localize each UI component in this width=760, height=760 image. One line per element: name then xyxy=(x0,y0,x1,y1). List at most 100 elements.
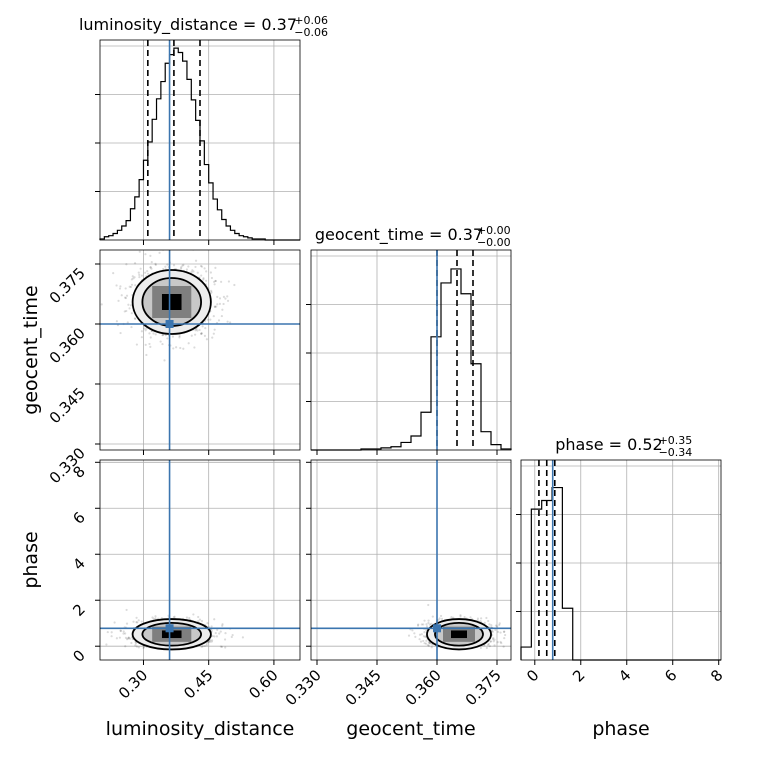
sample-point xyxy=(194,265,197,269)
sample-point xyxy=(483,621,486,624)
sample-point xyxy=(504,633,507,637)
sample-point xyxy=(192,613,195,616)
sample-point xyxy=(119,629,122,633)
sample-point xyxy=(222,302,225,306)
sample-point xyxy=(489,640,493,643)
sample-point xyxy=(127,636,130,639)
sample-point xyxy=(143,327,146,330)
sample-point xyxy=(133,317,137,320)
sample-point xyxy=(485,646,488,650)
sample-point xyxy=(459,614,462,617)
sample-point xyxy=(199,264,203,268)
sample-point xyxy=(492,637,495,640)
truth-marker xyxy=(165,320,174,328)
sample-point xyxy=(179,346,182,350)
sample-point xyxy=(206,318,209,321)
panel-luminosity_distance-phase xyxy=(99,459,301,661)
panel-frame xyxy=(310,459,512,661)
panel-title-geocent_time: geocent_time = 0.37 xyxy=(315,225,483,245)
sample-point xyxy=(190,271,193,274)
sample-point xyxy=(203,334,207,338)
sample-point xyxy=(196,271,199,274)
sample-point xyxy=(162,267,165,271)
sample-point xyxy=(128,637,132,640)
sample-point xyxy=(127,303,130,306)
sample-point xyxy=(166,263,169,266)
sample-point xyxy=(149,345,152,348)
sample-point xyxy=(148,342,151,346)
sample-point xyxy=(171,335,175,338)
sample-point xyxy=(154,617,157,620)
sample-point xyxy=(215,305,218,308)
sample-point xyxy=(206,622,209,625)
sample-point xyxy=(194,329,197,332)
sample-point xyxy=(130,283,134,286)
sample-point xyxy=(137,646,140,649)
y-tick-label: 6 xyxy=(69,508,88,527)
sample-point xyxy=(212,280,216,284)
sample-point xyxy=(241,636,245,639)
sample-point xyxy=(205,643,208,647)
sample-point xyxy=(129,304,133,307)
sample-point xyxy=(476,617,480,620)
density-cell xyxy=(451,630,467,639)
sample-point xyxy=(214,266,217,269)
sample-point xyxy=(200,332,203,335)
sample-point xyxy=(221,308,224,311)
sample-point xyxy=(152,617,155,620)
sample-point xyxy=(213,305,216,308)
sample-point xyxy=(494,624,498,627)
sample-point xyxy=(124,287,127,290)
sample-point xyxy=(437,618,440,621)
title-plus-error: +0.35 xyxy=(659,434,693,447)
sample-point xyxy=(124,296,127,299)
sample-point xyxy=(185,616,189,619)
sample-point xyxy=(181,264,184,267)
sample-point xyxy=(450,616,453,619)
panel-frame xyxy=(99,459,301,661)
sample-point xyxy=(210,625,213,628)
sample-point xyxy=(138,276,141,279)
sample-point xyxy=(172,347,175,350)
sample-point xyxy=(204,327,207,330)
sample-point xyxy=(207,625,210,628)
sample-point xyxy=(128,285,131,288)
sample-point xyxy=(463,615,466,619)
sample-point xyxy=(205,270,208,273)
sample-point xyxy=(135,621,138,624)
sample-point xyxy=(125,638,129,641)
sample-point xyxy=(119,331,122,335)
scatter-layer xyxy=(407,603,507,651)
y-tick-label: 0.360 xyxy=(46,324,89,367)
sample-point xyxy=(227,280,231,283)
sample-point xyxy=(144,329,147,332)
sample-point xyxy=(491,638,495,641)
sample-point xyxy=(425,639,428,642)
sample-point xyxy=(146,270,149,273)
sample-point xyxy=(200,645,203,648)
sample-point xyxy=(422,623,425,626)
sample-point xyxy=(187,265,190,268)
sample-point xyxy=(413,632,416,635)
sample-point xyxy=(503,630,506,633)
sample-point xyxy=(219,630,222,633)
sample-point xyxy=(223,638,227,641)
sample-point xyxy=(125,294,129,297)
sample-point xyxy=(210,289,213,292)
sample-point xyxy=(211,336,214,339)
panel-frame xyxy=(99,249,301,451)
sample-point xyxy=(179,267,183,270)
sample-point xyxy=(149,266,152,269)
sample-point xyxy=(489,640,492,643)
sample-point xyxy=(226,295,229,298)
sample-point xyxy=(210,276,214,280)
panel-title-phase: phase = 0.52 xyxy=(555,435,662,454)
hist-panel-phase xyxy=(516,459,722,661)
sample-point xyxy=(496,625,499,628)
sample-point xyxy=(214,631,217,635)
x-tick-label: 6 xyxy=(661,666,680,685)
panel-frame xyxy=(520,459,722,661)
sample-point xyxy=(200,265,204,268)
sample-point xyxy=(178,334,181,338)
sample-point xyxy=(163,359,166,362)
